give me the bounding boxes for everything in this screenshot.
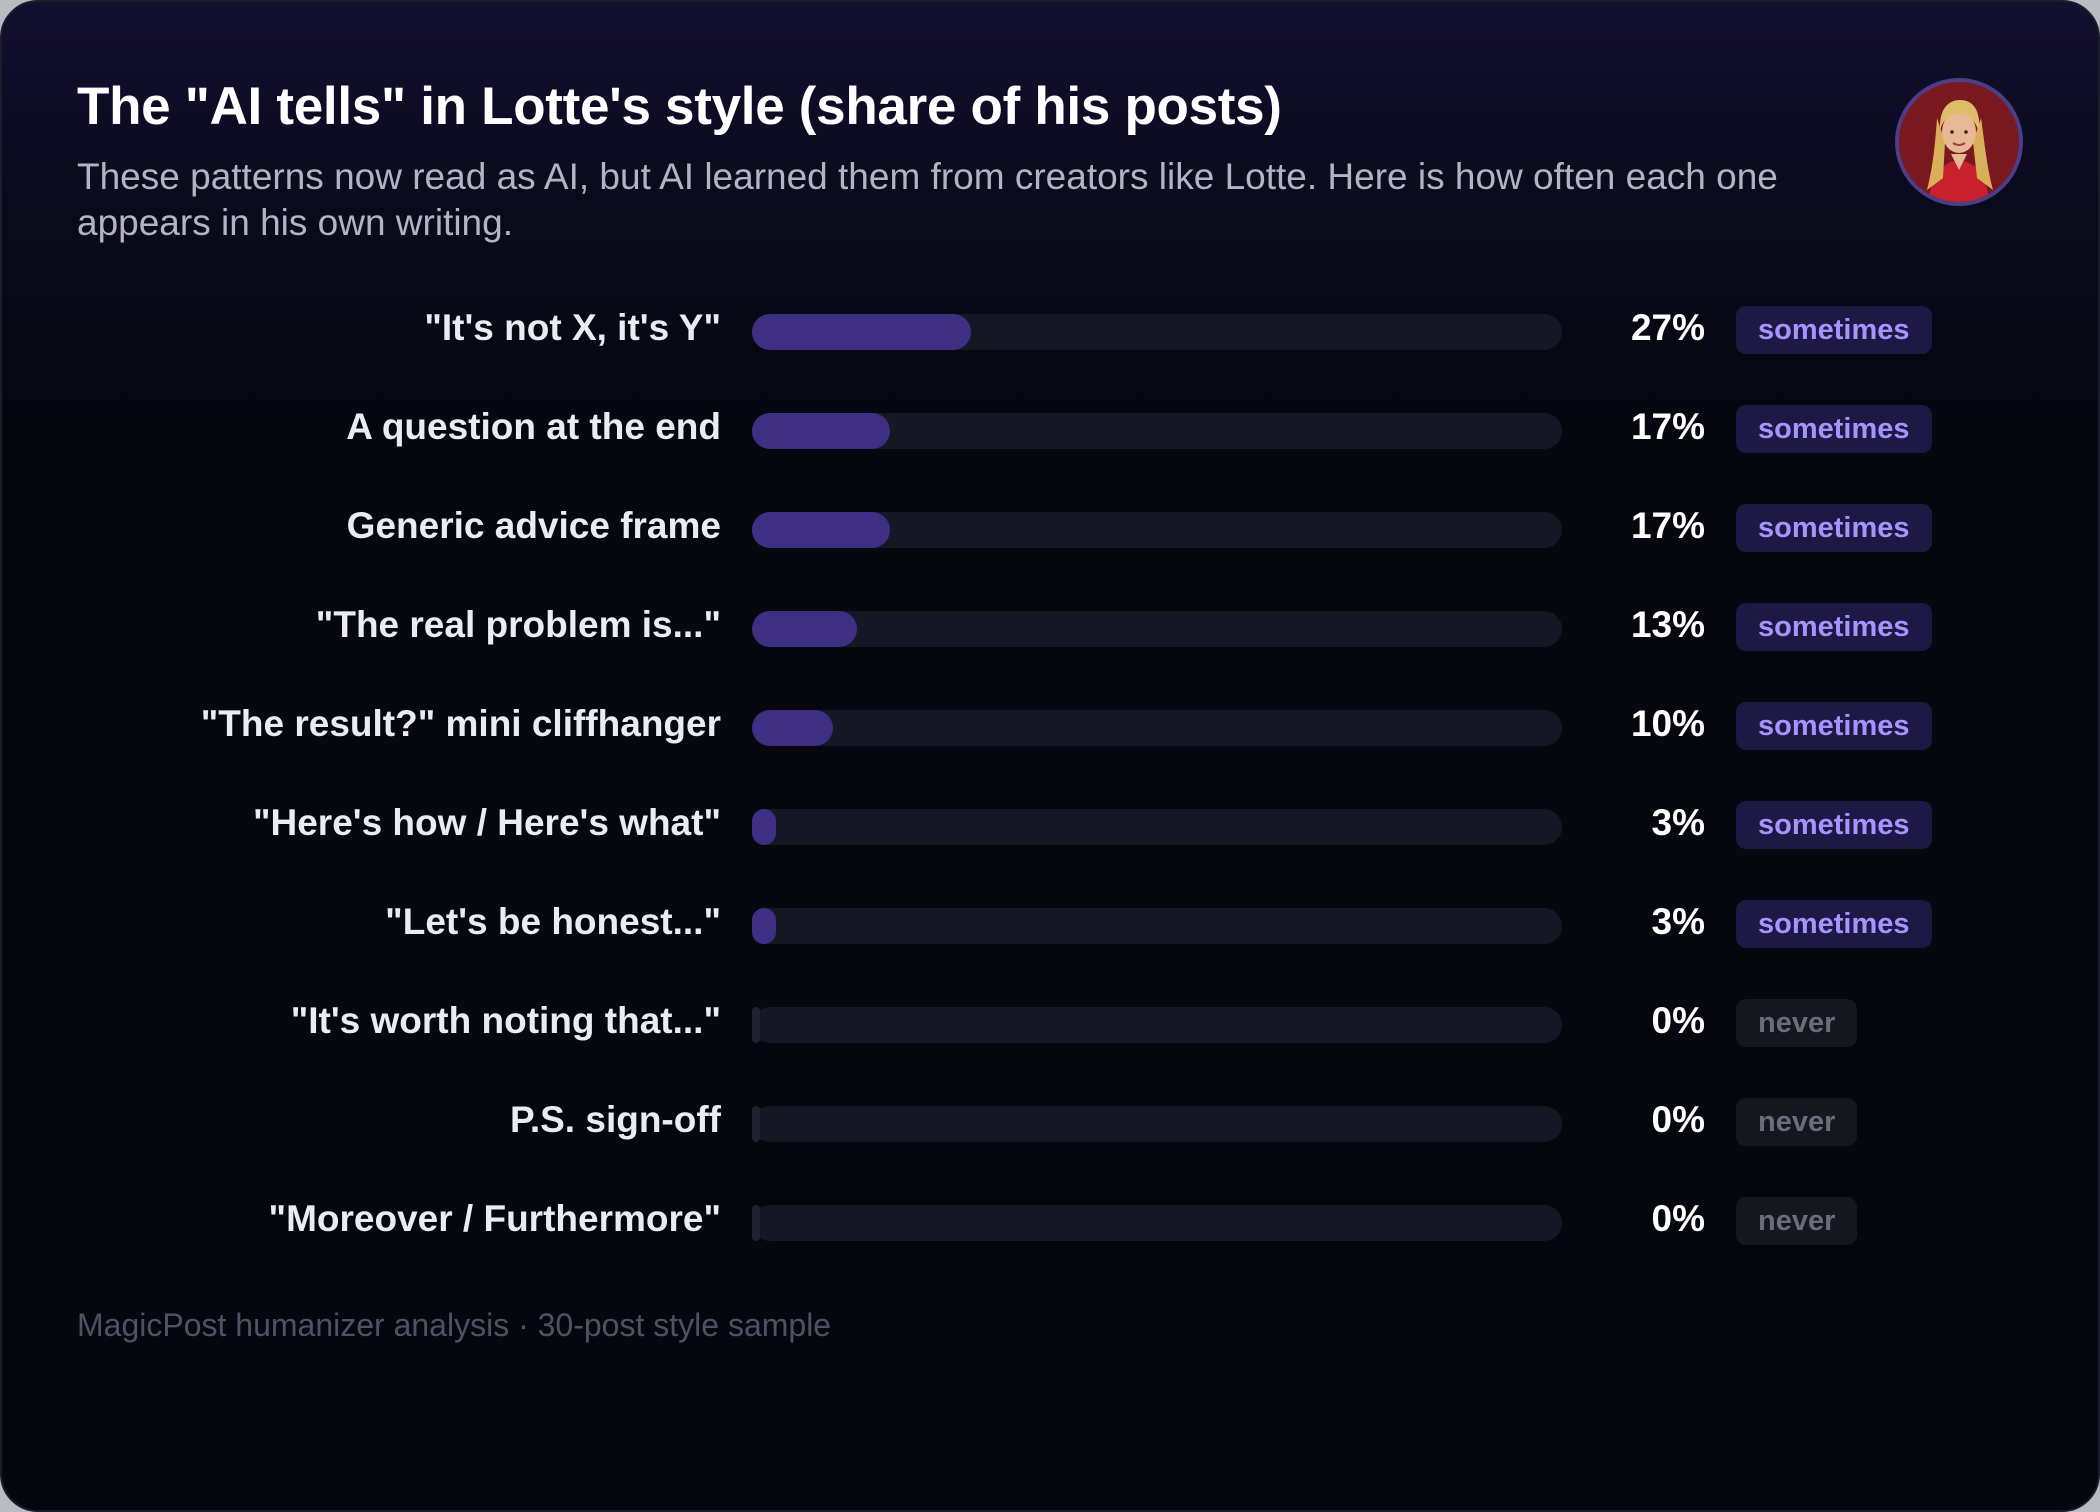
bar-track — [752, 710, 1562, 746]
bar-row: "Let's be honest..." 3% sometimes — [2, 891, 2098, 953]
bar-row: "It's not X, it's Y" 27% sometimes — [2, 297, 2098, 359]
chart-title: The "AI tells" in Lotte's style (share o… — [77, 77, 1282, 136]
bar-row: P.S. sign-off 0% never — [2, 1089, 2098, 1151]
frequency-badge: sometimes — [1736, 702, 1932, 750]
value-label: 3% — [1651, 901, 1705, 942]
value-label: 13% — [1630, 604, 1705, 645]
category-label: "Here's how / Here's what" — [252, 802, 721, 843]
value-label: 3% — [1651, 802, 1705, 843]
frequency-badge: sometimes — [1736, 504, 1932, 552]
bar — [752, 710, 833, 746]
bar-row: "Moreover / Furthermore" 0% never — [2, 1188, 2098, 1250]
profile-photo-icon — [1899, 82, 2019, 202]
bar — [752, 908, 777, 944]
bar-track — [752, 1007, 1562, 1043]
bar-track — [752, 512, 1562, 548]
category-label: "The result?" mini cliffhanger — [200, 703, 721, 744]
value-label: 17% — [1630, 505, 1705, 546]
bar — [752, 809, 777, 845]
bar-row: A question at the end 17% sometimes — [2, 396, 2098, 458]
bar-track — [752, 908, 1562, 944]
bar-row: "The real problem is..." 13% sometimes — [2, 594, 2098, 656]
value-label: 0% — [1651, 1099, 1705, 1140]
bar — [752, 1205, 760, 1241]
frequency-badge: sometimes — [1736, 900, 1932, 948]
category-label: "It's worth noting that..." — [290, 1000, 721, 1041]
category-label: Generic advice frame — [346, 505, 721, 546]
bar-track — [752, 611, 1562, 647]
bar — [752, 1007, 760, 1043]
bar — [752, 413, 890, 449]
value-label: 27% — [1630, 307, 1705, 348]
frequency-badge: never — [1736, 1098, 1858, 1146]
bar-row: "Here's how / Here's what" 3% sometimes — [2, 792, 2098, 854]
bar — [752, 512, 890, 548]
bar — [752, 1106, 760, 1142]
bar-track — [752, 1106, 1562, 1142]
category-label: A question at the end — [346, 406, 721, 447]
bar-track — [752, 413, 1562, 449]
bar-row: Generic advice frame 17% sometimes — [2, 495, 2098, 557]
bar — [752, 314, 971, 350]
value-label: 10% — [1630, 703, 1705, 744]
bar — [752, 611, 858, 647]
category-label: "Let's be honest..." — [385, 901, 721, 942]
bar-row: "The result?" mini cliffhanger 10% sometim… — [2, 693, 2098, 755]
avatar — [1895, 78, 2023, 206]
frequency-badge: never — [1736, 1197, 1858, 1245]
frequency-badge: sometimes — [1736, 405, 1932, 453]
source-note: MagicPost humanizer analysis · 30-post s… — [77, 1307, 832, 1343]
frequency-badge: never — [1736, 999, 1858, 1047]
value-label: 0% — [1651, 1198, 1705, 1239]
bar-row: "It's worth noting that..." 0% never — [2, 990, 2098, 1052]
bar-track — [752, 314, 1562, 350]
frequency-badge: sometimes — [1736, 306, 1932, 354]
category-label: "The real problem is..." — [315, 604, 721, 645]
category-label: "It's not X, it's Y" — [424, 307, 721, 348]
frequency-badge: sometimes — [1736, 603, 1932, 651]
value-label: 17% — [1630, 406, 1705, 447]
chart-subtitle: These patterns now read as AI, but AI le… — [77, 156, 1778, 243]
frequency-badge: sometimes — [1736, 801, 1932, 849]
category-label: P.S. sign-off — [509, 1099, 721, 1140]
bar-track — [752, 809, 1562, 845]
category-label: "Moreover / Furthermore" — [268, 1198, 721, 1239]
value-label: 0% — [1651, 1000, 1705, 1041]
bar-track — [752, 1205, 1562, 1241]
